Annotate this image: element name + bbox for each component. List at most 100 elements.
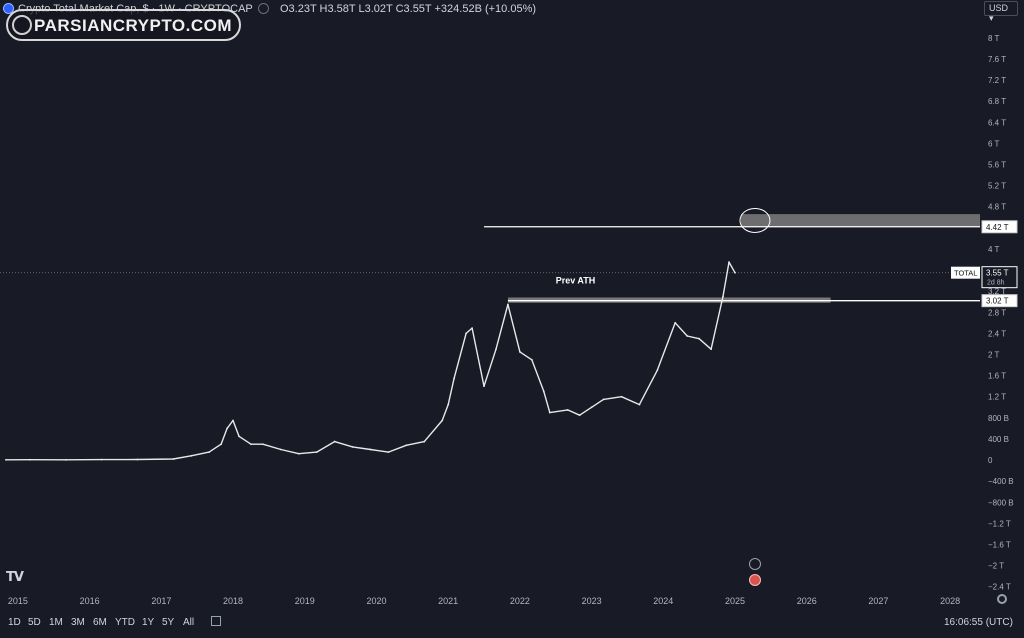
x-tick-label: 2022: [510, 596, 530, 606]
data-point: [686, 335, 689, 337]
data-point: [453, 377, 456, 380]
data-point: [441, 419, 444, 422]
x-tick-label: 2019: [295, 596, 315, 606]
data-point: [208, 451, 211, 454]
x-tick-label: 2024: [653, 596, 673, 606]
y-tick-label: 2.8 T: [988, 308, 1006, 317]
data-point: [250, 443, 252, 446]
data-point: [238, 435, 240, 438]
level-label: 4.42 T: [986, 223, 1009, 232]
level-label: 3.02 T: [986, 297, 1009, 306]
data-point: [548, 411, 551, 414]
data-point: [447, 403, 450, 406]
y-tick-label: 6.4 T: [988, 118, 1006, 127]
y-tick-label: −400 B: [988, 477, 1014, 486]
timeframe-button-1m[interactable]: 1M: [49, 617, 63, 628]
y-tick-label: −800 B: [988, 498, 1014, 507]
data-point: [728, 261, 730, 264]
data-point: [136, 458, 139, 461]
y-tick-label: 800 B: [988, 414, 1009, 423]
y-tick-label: 2.4 T: [988, 329, 1006, 338]
tradingview-logo-icon[interactable]: 𝗧𝗩: [6, 569, 24, 584]
target-ellipse: [739, 207, 771, 233]
data-point: [698, 337, 701, 340]
x-tick-label: 2026: [797, 596, 817, 606]
x-tick-label: 2028: [940, 596, 960, 606]
data-point: [190, 454, 193, 457]
data-point: [483, 385, 485, 388]
timeframe-button-3m[interactable]: 3M: [71, 617, 85, 628]
data-point: [64, 458, 67, 461]
x-tick-label: 2021: [438, 596, 458, 606]
data-point: [590, 406, 593, 409]
timeframe-button-5y[interactable]: 5Y: [162, 617, 175, 628]
earnings-badge-icon[interactable]: [749, 574, 761, 586]
data-point: [405, 444, 408, 447]
gear-icon[interactable]: [997, 594, 1007, 604]
resistance-zone: [740, 214, 980, 227]
data-point: [262, 443, 264, 446]
data-point: [638, 403, 641, 406]
data-point: [495, 348, 497, 351]
y-tick-label: 7.2 T: [988, 76, 1006, 85]
chevron-down-icon: ▾: [989, 13, 994, 23]
y-tick-label: 5.6 T: [988, 161, 1006, 170]
timeframe-button-1y[interactable]: 1Y: [142, 617, 155, 628]
data-point: [530, 358, 533, 361]
currency-selector[interactable]: USD ▾: [984, 1, 1018, 23]
visibility-icon[interactable]: [258, 3, 269, 14]
watermark-banner: PARSIANCRYPTO.COM: [6, 9, 241, 41]
price-tag-box: [981, 266, 1018, 289]
x-tick-label: 2020: [366, 596, 386, 606]
data-point: [369, 448, 372, 451]
y-tick-label: 3.2 T: [988, 287, 1006, 296]
timeframe-button-all[interactable]: All: [183, 617, 195, 628]
timeframe-button-6m[interactable]: 6M: [93, 617, 107, 628]
timeframe-button-1d[interactable]: 1D: [8, 617, 21, 628]
currency-label: USD: [989, 3, 1009, 13]
y-tick-label: 400 B: [988, 435, 1009, 444]
timeframe-button-5d[interactable]: 5D: [28, 617, 41, 628]
calendar-icon[interactable]: [211, 616, 221, 626]
y-tick-label: 7.6 T: [988, 55, 1006, 64]
y-tick-label: −1.2 T: [988, 519, 1011, 528]
clock-readout: 16:06:55 (UTC): [944, 617, 1013, 628]
lightning-icon[interactable]: [749, 558, 761, 570]
data-point: [471, 327, 473, 330]
watermark-text: PARSIANCRYPTO.COM: [34, 16, 233, 35]
data-point: [28, 458, 31, 461]
y-tick-label: 0: [988, 456, 993, 465]
y-tick-label: 2 T: [988, 351, 1000, 360]
x-tick-label: 2025: [725, 596, 745, 606]
data-point: [232, 419, 234, 422]
data-point: [674, 321, 677, 324]
data-point: [5, 458, 7, 461]
data-point: [620, 395, 623, 398]
total-market-cap-line: [5, 261, 736, 461]
data-point: [423, 440, 426, 443]
y-tick-label: 8 T: [988, 34, 1000, 43]
bottom-toolbar: 1D 5D 1M 3M 6M YTD 1Y 5Y All 16:06:55 (UTC): [0, 612, 1024, 638]
y-tick-label: 1.6 T: [988, 372, 1006, 381]
y-tick-label: −2.4 T: [988, 583, 1011, 592]
level-label-box: [981, 220, 1018, 234]
y-tick-label: 5.2 T: [988, 182, 1006, 191]
data-point: [220, 443, 222, 446]
y-tick-label: 4.8 T: [988, 203, 1006, 212]
data-point: [172, 458, 175, 460]
y-tick-label: −2 T: [988, 562, 1004, 571]
y-tick-label: 6.8 T: [988, 97, 1006, 106]
x-tick-label: 2015: [8, 596, 28, 606]
level-label-box: [981, 294, 1018, 308]
data-point: [387, 451, 390, 454]
x-tick-label: 2016: [80, 596, 100, 606]
annotation-prev-ath: Prev ATH: [556, 275, 596, 285]
timeframe-button-ytd[interactable]: YTD: [115, 617, 135, 628]
symbol-icon: [3, 3, 14, 14]
data-point: [722, 295, 724, 298]
y-tick-label: −1.6 T: [988, 541, 1011, 550]
data-point: [279, 448, 282, 451]
data-point: [100, 458, 103, 461]
